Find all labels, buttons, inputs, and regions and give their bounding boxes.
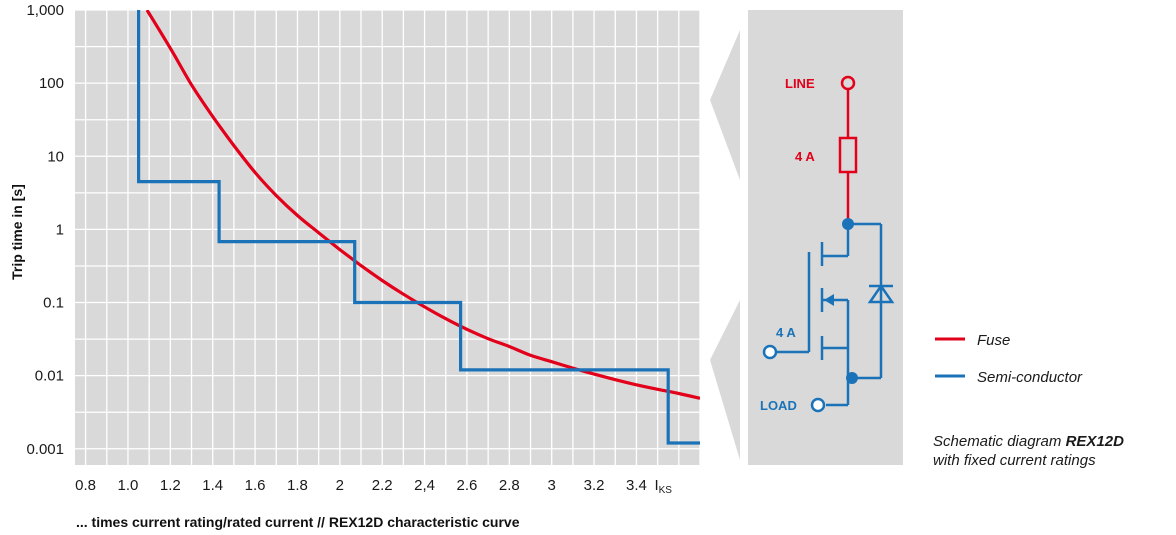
fuse-curve — [145, 10, 700, 400]
x-tick-label: 2,4 — [414, 477, 435, 494]
x-tick-label: 1.8 — [287, 477, 308, 494]
y-tick-label: 0.001 — [26, 441, 64, 458]
junction-top — [842, 218, 854, 230]
caption-line2: with fixed current ratings — [933, 452, 1096, 469]
caption-product: REX12D — [1065, 433, 1124, 450]
x-tick-label: 1.2 — [160, 477, 181, 494]
x-tick-label: 2 — [336, 477, 344, 494]
x-tick-label: 1.6 — [245, 477, 266, 494]
y-axis-title: Trip time in [s] — [9, 184, 25, 280]
x-tick-label: 0.8 — [75, 477, 96, 494]
fuse-rating-label: 4 A — [795, 149, 815, 164]
junction-bottom — [846, 372, 858, 384]
load-terminal — [810, 397, 826, 413]
x-tick-label: 1.0 — [118, 477, 139, 494]
gate-terminal — [762, 344, 778, 360]
x-axis-title: ... times current rating/rated current /… — [76, 514, 520, 530]
y-tick-label: 100 — [39, 75, 64, 92]
x-axis-end-label: IKS — [654, 477, 672, 496]
caption-prefix: Schematic diagram — [933, 433, 1066, 450]
legend-semi-label: Semi-conductor — [977, 369, 1083, 386]
y-tick-label: 0.1 — [43, 295, 64, 312]
x-tick-label: 2.2 — [372, 477, 393, 494]
semiconductor-curve — [137, 10, 700, 445]
legend-fuse-label: Fuse — [977, 332, 1010, 349]
y-tick-label: 10 — [47, 148, 64, 165]
schematic-background — [748, 10, 903, 465]
plot-background — [75, 10, 700, 465]
diode-symbol — [867, 283, 895, 304]
y-tick-label: 1,000 — [26, 2, 64, 19]
y-axis: 1,000 100 10 1 0.1 0.01 0.001 — [26, 2, 64, 458]
series-layer — [137, 10, 700, 445]
mosfet-arrow — [824, 294, 834, 306]
x-tick-label: 3.2 — [584, 477, 605, 494]
line-label: LINE — [785, 76, 815, 91]
callout-pointer-upper — [710, 30, 740, 180]
callout-pointer-lower — [710, 300, 740, 460]
x-tick-label: 2.8 — [499, 477, 520, 494]
grid — [75, 9, 701, 465]
y-tick-label: 0.01 — [35, 368, 64, 385]
x-axis: 0.8 1.0 1.2 1.4 1.6 1.8 2 2.2 2,4 2.6 2.8 3 3.2 3.4 IK… — [75, 477, 672, 496]
x-tick-label: 3 — [548, 477, 556, 494]
x-tick-label: 3.4 — [626, 477, 647, 494]
load-label: LOAD — [760, 398, 797, 413]
schematic-panel: LINE 4 A 4 A LOAD — [710, 10, 903, 465]
schematic-caption: Schematic diagram REX12D with fixed curr… — [933, 432, 1124, 470]
x-tick-label: 2.6 — [457, 477, 478, 494]
legend: Fuse Semi-conductor — [935, 332, 1083, 386]
x-tick-label: 1.4 — [202, 477, 223, 494]
semi-rating-label: 4 A — [776, 325, 796, 340]
y-tick-label: 1 — [56, 221, 64, 238]
